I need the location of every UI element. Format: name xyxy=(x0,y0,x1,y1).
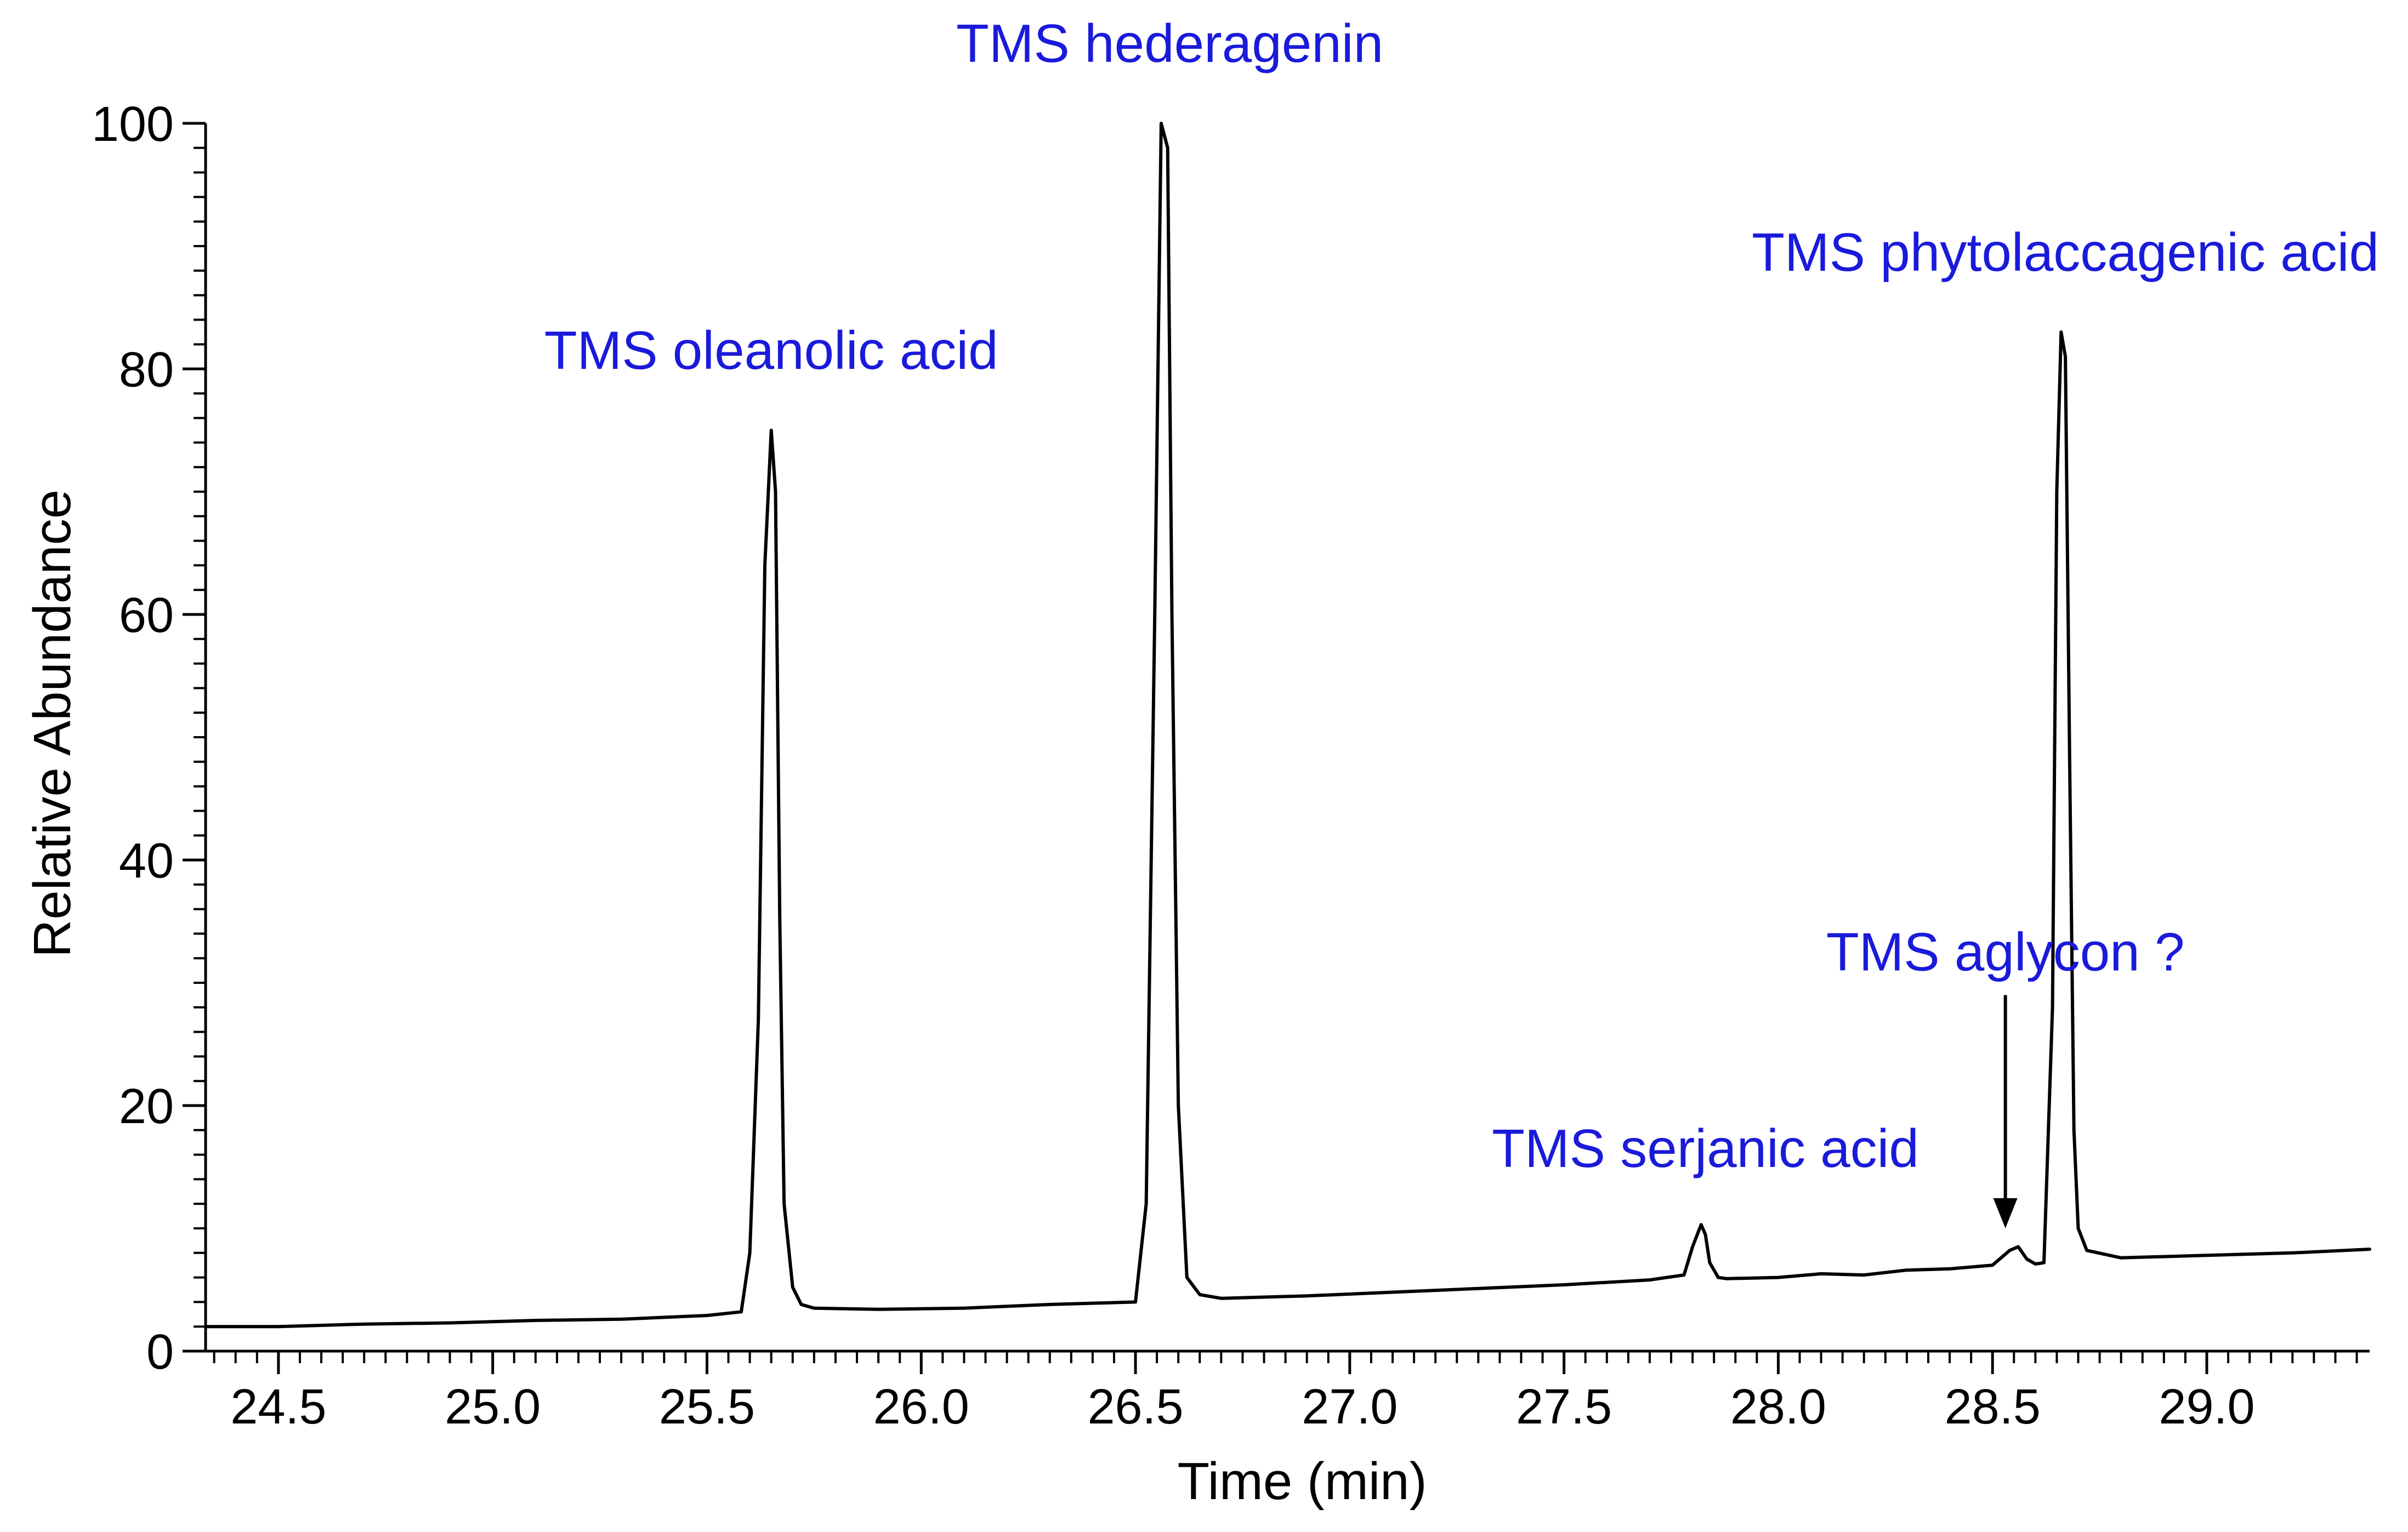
x-tick-label: 28.5 xyxy=(1945,1380,2041,1434)
x-tick-label: 24.5 xyxy=(230,1380,326,1434)
peak-annotation: TMS phytolaccagenic acid xyxy=(1752,222,2379,282)
y-tick-label: 80 xyxy=(119,343,174,397)
y-tick-label: 100 xyxy=(92,97,174,152)
trace-layer xyxy=(204,122,2371,1329)
peak-annotation: TMS hederagenin xyxy=(956,13,1383,73)
x-tick-label: 26.5 xyxy=(1087,1380,1183,1434)
y-tick-label: 60 xyxy=(119,588,174,643)
chromatogram-trace xyxy=(204,122,2371,1329)
y-tick-label: 20 xyxy=(119,1079,174,1134)
x-tick-label: 28.0 xyxy=(1730,1380,1826,1434)
x-tick-label: 27.5 xyxy=(1516,1380,1612,1434)
y-tick-label: 0 xyxy=(146,1325,174,1380)
x-tick-label: 25.0 xyxy=(445,1380,541,1434)
peak-annotation: TMS serjanic acid xyxy=(1492,1118,1919,1178)
y-axis-title: Relative Abundance xyxy=(23,489,82,958)
axes: 24.5 25.0 25.5 26.0 26.5 27.0 27.5 28.0 28.5 29.0… xyxy=(92,97,2370,1434)
x-tick-label: 27.0 xyxy=(1302,1380,1398,1434)
y-tick-label: 40 xyxy=(119,834,174,889)
arrow-head xyxy=(1993,1198,2018,1228)
peak-annotation: TMS aglycon ? xyxy=(1826,922,2185,982)
x-tick-label: 25.5 xyxy=(659,1380,755,1434)
x-tick-label: 26.0 xyxy=(873,1380,969,1434)
x-axis-title: Time (min) xyxy=(1177,1452,1427,1511)
annotation-layer: TMS oleanolic acid TMS hederagenin TMS ser… xyxy=(544,13,2379,1228)
x-tick-label: 29.0 xyxy=(2159,1380,2254,1434)
peak-annotation: TMS oleanolic acid xyxy=(544,320,998,380)
